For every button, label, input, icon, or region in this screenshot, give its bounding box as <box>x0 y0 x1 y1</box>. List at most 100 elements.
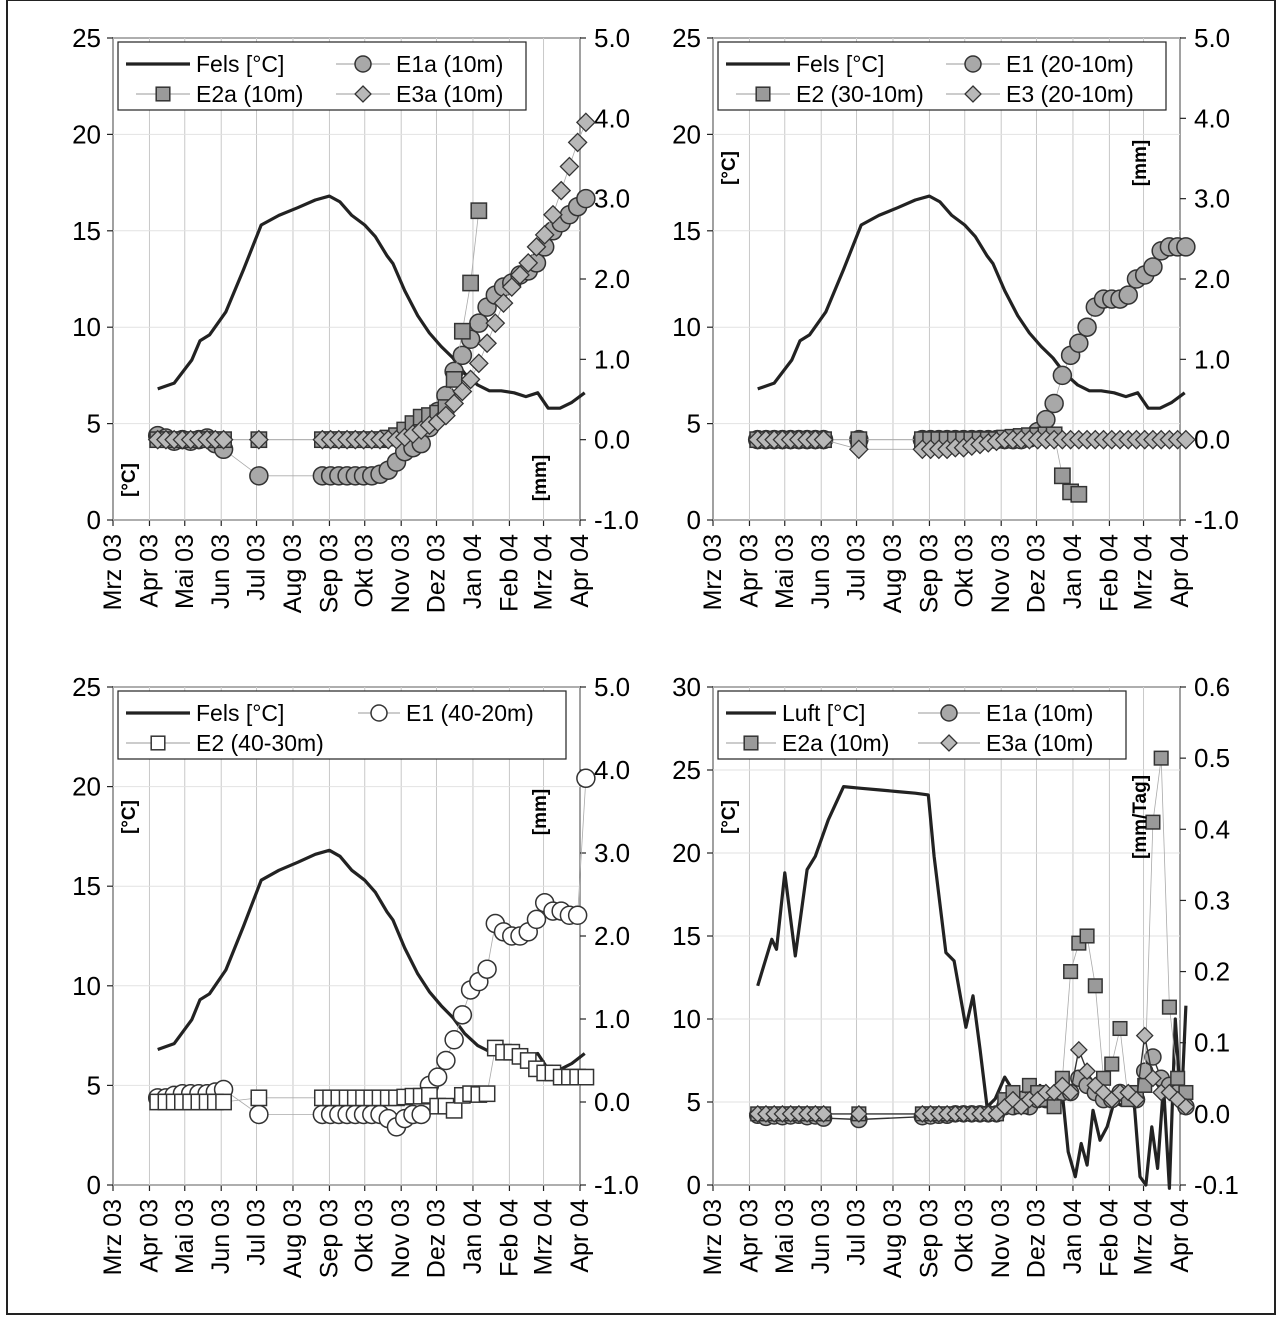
y-left-tick-label: 15 <box>72 871 101 901</box>
y-left-axis-label: [°C] <box>119 463 140 497</box>
data-point <box>1112 1020 1128 1037</box>
y-right-tick-label: 2.0 <box>1194 264 1230 294</box>
y-left-axis-label: [°C] <box>119 800 140 834</box>
data-point <box>453 322 471 340</box>
y-right-tick-label: 4.0 <box>1194 103 1230 133</box>
data-point <box>1145 814 1161 830</box>
legend-label: E1a (10m) <box>396 51 503 77</box>
y-right-axis-label: [mm] <box>530 455 551 501</box>
data-point <box>249 466 269 486</box>
series-e2-40-30m- <box>149 1039 595 1119</box>
data-point <box>250 1089 268 1107</box>
legend: Fels [°C] E1 (20-10m) E2 (30-10m) E3 (20-10… <box>717 41 1167 111</box>
x-tick-label: Nov 03 <box>987 1199 1015 1278</box>
x-tick-label: Mrz 04 <box>530 1199 558 1276</box>
legend-marker-swatch <box>964 55 982 73</box>
x-tick-label: Aug 03 <box>279 1199 307 1278</box>
data-point <box>551 180 572 201</box>
data-point <box>1087 978 1103 994</box>
data-point <box>1052 365 1073 386</box>
x-tick-label: Okt 03 <box>351 534 379 608</box>
legend-label: E2 (30-10m) <box>796 81 924 107</box>
data-point <box>813 429 834 450</box>
series-fels-c- <box>157 194 586 410</box>
legend-label: E2a (10m) <box>196 81 303 107</box>
data-point <box>1161 999 1177 1015</box>
y-left-axis-label: [°C] <box>719 800 740 834</box>
x-tick-label: Nov 03 <box>987 534 1015 613</box>
data-point <box>1053 467 1071 485</box>
legend-marker-swatch <box>155 86 171 102</box>
data-point <box>518 253 539 273</box>
data-point <box>469 313 489 333</box>
data-point <box>1063 964 1079 980</box>
y-left-tick-label: 25 <box>672 23 701 53</box>
x-tick-label: Jul 03 <box>843 534 871 601</box>
y-right-tick-label: -1.0 <box>1194 505 1239 535</box>
y-right-tick-label: -0.1 <box>1194 1170 1239 1200</box>
y-right-tick-label: -1.0 <box>594 1170 639 1200</box>
x-tick-label: Jun 03 <box>807 534 835 609</box>
chart-panel-2: Mrz 03 Apr 03 Mai 03 Jun 03 Jul 03 Aug 03 Sep … <box>672 23 1239 613</box>
data-point <box>444 393 465 414</box>
legend-marker-swatch <box>964 85 982 103</box>
data-point <box>452 345 473 366</box>
data-point <box>1044 393 1064 414</box>
data-point <box>567 905 588 925</box>
legend-label: E1 (20-10m) <box>1006 51 1134 77</box>
data-point <box>462 274 480 292</box>
x-tick-label: Apr 04 <box>1166 1199 1194 1273</box>
legend-label: Fels [°C] <box>196 700 284 726</box>
legend-marker-swatch <box>743 735 759 751</box>
data-point <box>249 1104 269 1125</box>
y-left-tick-label: 20 <box>72 119 101 149</box>
x-tick-label: Apr 04 <box>1166 534 1194 608</box>
x-tick-label: Dez 03 <box>422 1199 450 1278</box>
y-left-tick-label: 15 <box>72 216 101 246</box>
x-tick-label: Jan 04 <box>1059 534 1087 609</box>
data-point <box>493 293 514 314</box>
data-point <box>849 1104 868 1123</box>
data-point <box>470 202 488 220</box>
data-point <box>575 112 596 133</box>
x-tick-label: Apr 03 <box>135 1199 163 1273</box>
y-left-tick-label: 20 <box>672 119 701 149</box>
data-point <box>444 1030 464 1050</box>
legend-label: E1a (10m) <box>986 700 1093 726</box>
x-tick-label: Dez 03 <box>1022 1199 1050 1278</box>
data-point <box>1069 333 1089 354</box>
y-left-tick-label: 0 <box>687 1170 701 1200</box>
y-left-tick-label: 5 <box>687 409 701 439</box>
x-tick-label: Aug 03 <box>879 534 907 613</box>
data-point <box>477 959 497 979</box>
x-tick-label: Dez 03 <box>1022 534 1050 613</box>
data-point <box>215 1093 232 1111</box>
y-right-tick-label: 1.0 <box>594 1004 630 1034</box>
legend-box <box>117 690 567 760</box>
y-right-tick-label: 2.0 <box>594 264 630 294</box>
y-left-tick-label: 25 <box>72 672 101 702</box>
data-point <box>1176 1097 1195 1116</box>
y-left-tick-label: 25 <box>72 23 101 53</box>
x-tick-label: Mai 03 <box>771 534 799 609</box>
data-point <box>460 369 481 390</box>
data-point <box>435 405 456 426</box>
x-tick-label: Mrz 03 <box>99 534 127 610</box>
legend-label: Fels [°C] <box>796 51 884 77</box>
y-left-tick-label: 0 <box>87 1170 101 1200</box>
data-point <box>445 1101 463 1119</box>
y-right-tick-label: 0.6 <box>1194 672 1230 702</box>
y-right-tick-label: 4.0 <box>594 755 630 785</box>
legend-label: E3a (10m) <box>396 81 503 107</box>
x-tick-label: Okt 03 <box>951 534 979 608</box>
chart-panel-4: Mrz 03 Apr 03 Mai 03 Jun 03 Jul 03 Aug 03 Sep … <box>672 672 1239 1278</box>
x-tick-label: Sep 03 <box>315 1199 343 1278</box>
legend-label: E3 (20-10m) <box>1006 81 1134 107</box>
data-point <box>1070 485 1088 503</box>
legend-item: E3a (10m) <box>918 730 1093 756</box>
legend-item: E1a (10m) <box>918 700 1093 726</box>
data-point <box>559 156 580 177</box>
y-right-tick-label: 0.4 <box>1194 814 1230 844</box>
data-point <box>1143 257 1163 277</box>
legend-label: Luft [°C] <box>782 700 865 726</box>
